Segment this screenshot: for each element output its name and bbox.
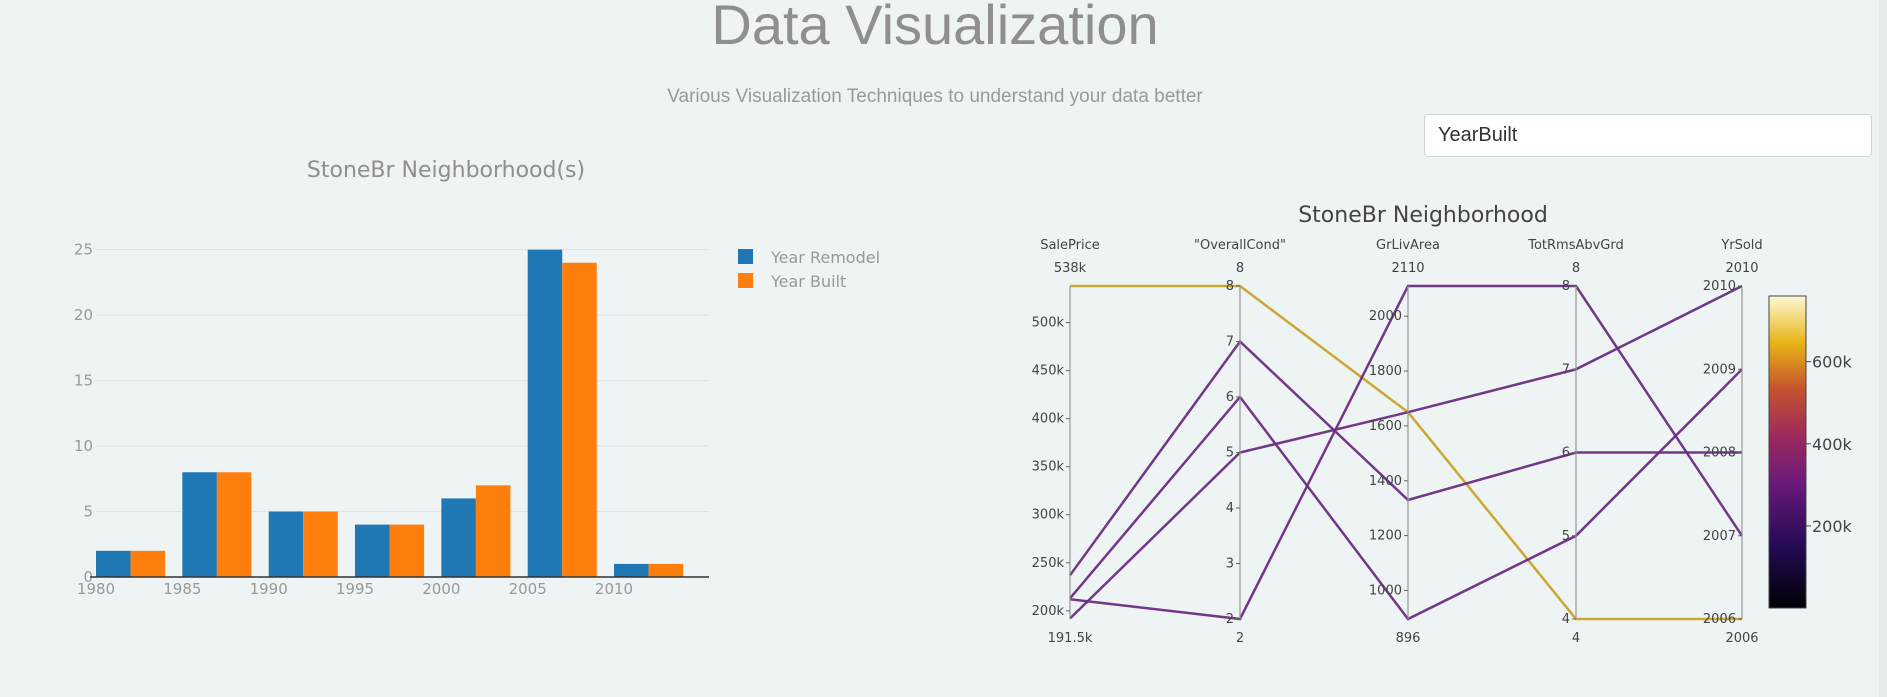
bar-year-built[interactable] (130, 550, 166, 577)
pc-data-line[interactable] (1068, 339, 1742, 577)
pc-axis-tick-label: 1200 (1369, 529, 1402, 544)
page-scrollbar[interactable] (1879, 0, 1887, 697)
bar-x-tick-label: 1980 (77, 580, 115, 598)
pc-axis-tick-label: 2006 (1703, 612, 1736, 627)
pc-axis-tick-label: 1000 (1369, 583, 1402, 598)
pc-chart-title: StoneBr Neighborhood (1298, 203, 1548, 228)
bar-year-built[interactable] (562, 262, 597, 577)
pc-axis-tick-label: 1400 (1369, 474, 1402, 489)
bar-y-tick-label: 10 (74, 437, 93, 455)
pc-axis-tick-label: 6 (1226, 390, 1234, 405)
pc-axis-tick-label: 400k (1032, 412, 1065, 427)
pc-colorbar-tick-label: 200k (1812, 517, 1853, 536)
pc-axis-tick-label: 8 (1226, 279, 1234, 294)
bar-x-tick-label: 1995 (336, 580, 374, 598)
pc-axis-tick-label: 2009 (1703, 362, 1736, 377)
bar-y-tick-label: 15 (74, 372, 93, 390)
pc-axis-tick-label: 450k (1032, 364, 1065, 379)
legend-swatch-year-built[interactable] (738, 273, 753, 288)
pc-axis-tick-label: 8 (1562, 279, 1570, 294)
pc-axis-max-label: 8 (1572, 261, 1580, 276)
pc-axis-tick-label: 1600 (1369, 419, 1402, 434)
pc-axis-label[interactable]: "OverallCond" (1194, 238, 1286, 253)
bar-x-tick-label: 2010 (595, 580, 633, 598)
bar-year-remodel[interactable] (355, 524, 390, 577)
bar-year-remodel[interactable] (614, 563, 649, 577)
pc-chart-lines (1068, 284, 1744, 621)
pc-axis-tick-label: 6 (1562, 446, 1570, 461)
pc-axis-label[interactable]: TotRmsAbvGrd (1527, 238, 1624, 253)
bar-chart-legend: Year Remodel Year Built (738, 248, 880, 291)
pc-axis-label[interactable]: SalePrice (1040, 238, 1100, 253)
pc-axis-tick-label: 5 (1562, 529, 1570, 544)
pc-chart-axes: SalePrice 538k 191.5k 200k 250k 300k 350k 400k 4… (1032, 238, 1763, 646)
bar-x-tick-label: 1990 (250, 580, 288, 598)
bar-year-built[interactable] (303, 511, 338, 577)
bar-y-tick-label: 0 (83, 568, 93, 586)
pc-axis-max-label: 8 (1236, 261, 1244, 276)
bar-year-remodel[interactable] (268, 511, 304, 577)
legend-label-year-built[interactable]: Year Built (770, 272, 846, 291)
bar-year-built[interactable] (648, 563, 684, 577)
dropdown-selected-value: YearBuilt (1438, 124, 1518, 146)
pc-axis-label[interactable]: YrSold (1720, 238, 1762, 253)
pc-axis-tick-label: 2000 (1369, 309, 1402, 324)
pc-axis-min-label: 2 (1236, 631, 1244, 646)
bar-year-remodel[interactable] (96, 550, 131, 577)
pc-axis-tick-label: 200k (1032, 604, 1065, 619)
bar-y-tick-label: 5 (83, 503, 93, 521)
pc-axis-min-label: 4 (1572, 631, 1580, 646)
bar-year-remodel[interactable] (441, 498, 476, 577)
pc-axis-tick-label: 2010 (1703, 279, 1736, 294)
pc-colorbar (1768, 295, 1807, 609)
bar-chart-y-ticks: 0 5 10 15 20 25 (74, 241, 93, 586)
bar-x-tick-label: 2005 (509, 580, 547, 598)
bar-year-remodel[interactable] (182, 472, 217, 577)
pc-axis-tick-label: 4 (1226, 501, 1234, 516)
pc-axis-min-label: 896 (1396, 631, 1421, 646)
pc-axis-tick-label: 250k (1032, 556, 1065, 571)
pc-axis-tick-label: 350k (1032, 460, 1065, 475)
parallel-coordinates-chart: StoneBr Neighborhood SalePrice 538k 191.5k… (1032, 203, 1853, 646)
pc-colorbar-ticks: 200k 400k 600k (1806, 353, 1853, 536)
bar-year-built[interactable] (216, 472, 252, 577)
pc-axis-label[interactable]: GrLivArea (1376, 238, 1440, 253)
pc-axis-tick-label: 7 (1562, 362, 1570, 377)
pc-axis-tick-label: 500k (1032, 316, 1065, 331)
pc-data-line[interactable] (1069, 368, 1743, 621)
pc-axis-max-label: 2110 (1391, 261, 1424, 276)
bar-x-tick-label: 1985 (163, 580, 201, 598)
pc-colorbar-tick-label: 600k (1812, 353, 1853, 372)
pc-axis-max-label: 2010 (1725, 261, 1758, 276)
bar-year-remodel[interactable] (527, 249, 563, 577)
pc-axis-tick-label: 1800 (1369, 364, 1402, 379)
attribute-dropdown[interactable]: YearBuilt (1424, 114, 1872, 157)
pc-axis-tick-label: 4 (1562, 612, 1570, 627)
bar-year-built[interactable] (475, 485, 511, 577)
pc-axis-max-label: 538k (1054, 261, 1087, 276)
page-subtitle: Various Visualization Techniques to unde… (667, 86, 1203, 107)
pc-axis-tick-label: 300k (1032, 508, 1065, 523)
bar-chart-title: StoneBr Neighborhood(s) (307, 158, 585, 183)
pc-axis-min-label: 191.5k (1048, 631, 1093, 646)
pc-axis-tick-label: 7 (1226, 335, 1234, 350)
pc-axis-tick-label: 2007 (1703, 529, 1736, 544)
pc-axis-min-label: 2006 (1725, 631, 1758, 646)
pc-axis-tick-label: 2008 (1703, 446, 1736, 461)
pc-axis-tick-label: 3 (1226, 557, 1234, 572)
bar-y-tick-label: 20 (74, 306, 93, 324)
page-title: Data Visualization (711, 0, 1159, 56)
pc-colorbar-tick-label: 400k (1812, 435, 1853, 454)
bar-y-tick-label: 25 (74, 241, 93, 259)
legend-swatch-year-remodel[interactable] (738, 249, 753, 264)
bar-year-built[interactable] (389, 524, 425, 577)
bar-chart-gridlines (96, 249, 709, 513)
pc-axis-tick-label: 2 (1226, 612, 1234, 627)
bar-chart-bars (96, 249, 684, 577)
pc-axis-tick-label: 5 (1226, 446, 1234, 461)
bar-x-tick-label: 2000 (422, 580, 460, 598)
bar-chart-x-ticks: 1980 1985 1990 1995 2000 2005 2010 (77, 580, 633, 598)
legend-label-year-remodel[interactable]: Year Remodel (770, 248, 880, 267)
